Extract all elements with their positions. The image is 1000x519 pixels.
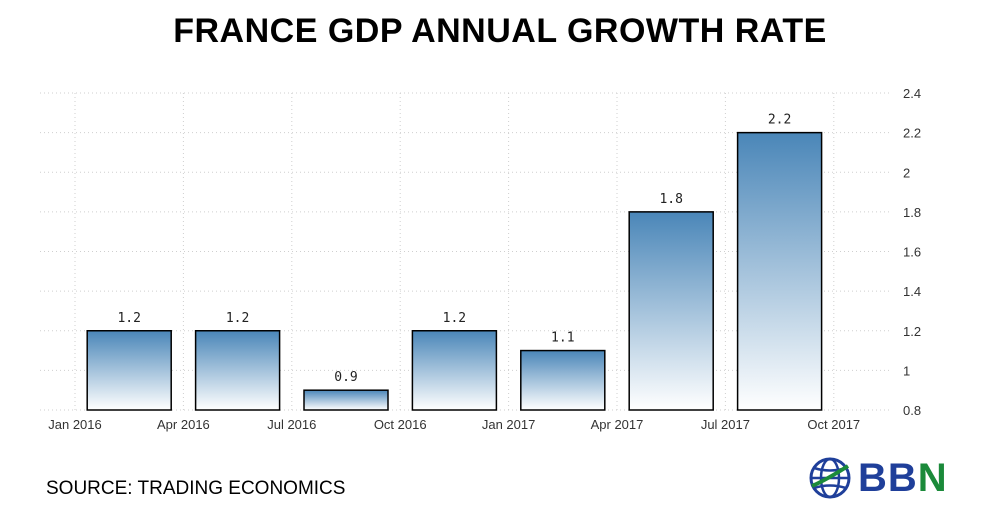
logo-text-n: N (917, 456, 948, 500)
y-tick-label: 1 (903, 363, 910, 378)
source-caption: SOURCE: TRADING ECONOMICS (46, 478, 346, 499)
logo-wordmark: BBN (858, 458, 948, 498)
bar-data-label: 1.1 (551, 331, 574, 346)
bar-data-label: 1.2 (443, 311, 466, 326)
y-tick-label: 1.2 (903, 324, 921, 339)
x-tick-label: Oct 2016 (374, 417, 427, 432)
x-tick-label: Apr 2017 (591, 417, 644, 432)
x-tick-label: Apr 2016 (157, 417, 210, 432)
y-tick-label: 2 (903, 165, 910, 180)
bar-q4-2016 (411, 330, 498, 411)
globe-icon (809, 457, 851, 499)
bar-q2-2017 (628, 211, 714, 411)
bar-q2-2016 (194, 330, 281, 411)
x-tick-label: Jul 2016 (267, 417, 316, 432)
chart-title: FRANCE GDP ANNUAL GROWTH RATE (173, 12, 827, 50)
x-tick-label: Jul 2017 (701, 417, 750, 432)
x-tick-label: Jan 2016 (48, 417, 102, 432)
logo-text-bb: BB (858, 456, 918, 500)
bar-data-label: 1.8 (659, 192, 682, 207)
bar-q1-2016 (86, 330, 172, 411)
y-tick-label: 0.8 (903, 403, 921, 418)
y-tick-label: 2.4 (903, 86, 921, 101)
bar-data-label: 0.9 (334, 370, 357, 385)
y-tick-label: 2.2 (903, 126, 921, 141)
bar-q3-2016 (303, 389, 389, 411)
y-tick-label: 1.8 (903, 205, 921, 220)
bar-data-label: 1.2 (226, 311, 249, 326)
y-tick-label: 1.4 (903, 284, 921, 299)
x-tick-label: Oct 2017 (807, 417, 860, 432)
bar-q1-2017 (520, 349, 606, 411)
bar-q3-2017 (736, 131, 823, 411)
bbn-logo: BBN (808, 456, 948, 500)
x-tick-label: Jan 2017 (482, 417, 536, 432)
bar-data-label: 1.2 (117, 311, 140, 326)
y-tick-label: 1.6 (903, 245, 921, 260)
bar-data-label: 2.2 (768, 113, 791, 128)
